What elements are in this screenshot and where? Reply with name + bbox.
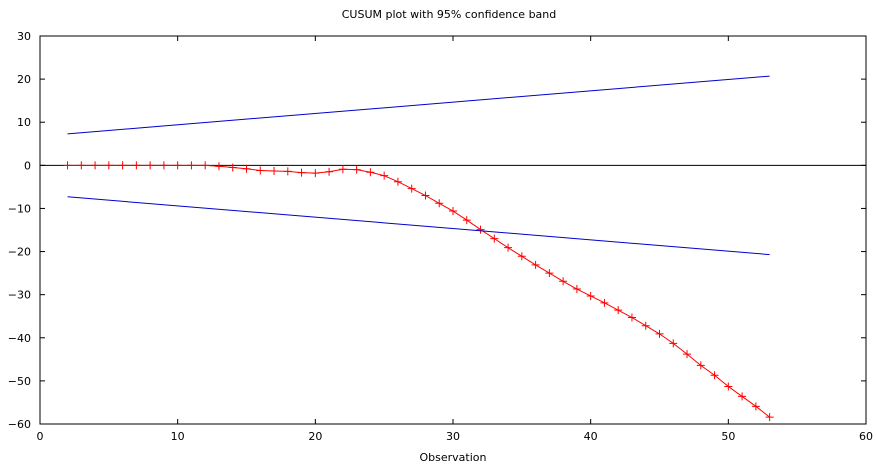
cusum-point-marker — [63, 161, 72, 170]
cusum-series-line — [67, 164, 770, 418]
cusum-point-marker — [270, 166, 279, 175]
cusum-point-marker — [173, 161, 182, 170]
cusum-point-marker — [159, 161, 168, 170]
cusum-point-marker — [338, 165, 347, 174]
cusum-point-marker — [256, 166, 265, 175]
cusum-point-marker — [476, 225, 485, 234]
cusum-point-marker — [214, 162, 223, 171]
cusum-point-marker — [449, 207, 457, 216]
y-tick-label: −20 — [8, 246, 31, 259]
y-tick-label: −30 — [8, 289, 31, 302]
cusum-point-marker — [201, 161, 210, 170]
cusum-point-marker — [297, 168, 306, 177]
confidence-bound-line — [67, 196, 770, 256]
cusum-point-marker — [586, 291, 595, 300]
y-tick-label: −50 — [8, 375, 31, 388]
x-tick-label: 60 — [859, 430, 873, 443]
cusum-point-marker — [765, 413, 774, 422]
y-tick-label: −10 — [8, 202, 31, 215]
cusum-point-marker — [393, 177, 402, 186]
x-tick-label: 0 — [37, 430, 44, 443]
cusum-point-marker — [91, 161, 100, 170]
y-tick-label: −40 — [8, 332, 31, 345]
cusum-point-marker — [435, 199, 444, 208]
cusum-point-marker — [517, 252, 526, 261]
cusum-point-marker — [380, 171, 389, 180]
y-tick-label: 10 — [17, 116, 31, 129]
x-tick-label: 10 — [171, 430, 185, 443]
y-tick-label: −60 — [8, 418, 31, 431]
cusum-point-marker — [407, 184, 416, 193]
cusum-point-marker — [614, 306, 623, 315]
x-axis-label: Observation — [420, 451, 487, 464]
cusum-point-marker — [600, 298, 609, 307]
cusum-point-marker — [710, 371, 719, 380]
cusum-point-marker — [325, 167, 334, 176]
x-tick-label: 40 — [584, 430, 598, 443]
cusum-point-marker — [462, 216, 471, 225]
cusum-point-marker — [531, 260, 540, 269]
x-tick-label: 30 — [446, 430, 460, 443]
y-tick-label: 30 — [17, 30, 31, 43]
cusum-point-marker — [545, 269, 554, 278]
cusum-point-marker — [669, 339, 678, 348]
confidence-bound-line — [67, 75, 770, 135]
cusum-point-marker — [242, 164, 251, 173]
plot-frame — [39, 35, 867, 425]
cusum-point-marker — [118, 161, 127, 170]
chart-title: CUSUM plot with 95% confidence band — [342, 8, 557, 21]
x-tick-label: 20 — [308, 430, 322, 443]
cusum-point-marker — [146, 161, 155, 170]
cusum-point-marker — [559, 277, 568, 286]
cusum-point-marker — [572, 285, 581, 294]
cusum-point-marker — [421, 191, 430, 200]
cusum-point-marker — [683, 350, 692, 359]
cusum-point-marker — [283, 167, 292, 176]
cusum-point-marker — [490, 234, 499, 243]
cusum-point-marker — [352, 165, 361, 174]
y-tick-label: 20 — [17, 73, 31, 86]
cusum-point-marker — [751, 402, 760, 411]
cusum-point-marker — [724, 382, 733, 391]
cusum-point-marker — [696, 361, 705, 370]
cusum-point-marker — [132, 161, 141, 170]
cusum-point-marker — [366, 168, 375, 177]
cusum-point-marker — [627, 313, 636, 322]
x-tick-label: 50 — [721, 430, 735, 443]
cusum-point-marker — [77, 161, 86, 170]
cusum-point-marker — [504, 243, 513, 252]
cusum-point-marker — [641, 321, 650, 330]
y-tick-label: 0 — [24, 159, 31, 172]
cusum-point-marker — [187, 161, 196, 170]
cusum-point-marker — [738, 392, 747, 401]
cusum-point-marker — [655, 329, 664, 338]
cusum-point-marker — [228, 163, 237, 172]
cusum-point-marker — [311, 169, 320, 178]
cusum-point-marker — [104, 161, 113, 170]
